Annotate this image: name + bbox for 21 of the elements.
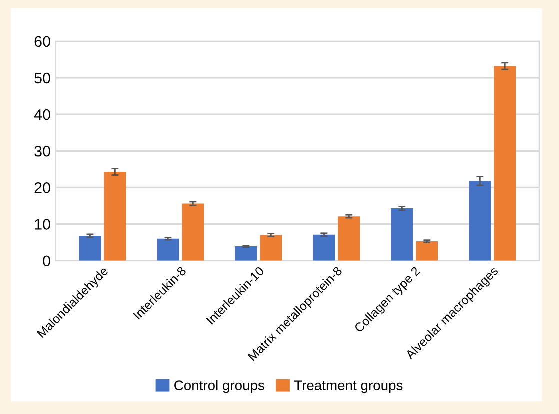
bar xyxy=(494,66,516,261)
y-tick-label: 60 xyxy=(34,36,50,48)
bar xyxy=(157,238,180,261)
bar xyxy=(391,208,414,261)
bar xyxy=(416,241,438,261)
y-tick-label: 20 xyxy=(34,182,50,194)
bar xyxy=(260,235,282,261)
legend-label: Treatment groups xyxy=(294,380,403,394)
y-tick-label: 30 xyxy=(34,146,50,157)
bar xyxy=(182,204,204,261)
y-tick-label: 10 xyxy=(35,219,50,230)
y-tick-label: 50 xyxy=(34,72,50,84)
y-tick-label: 0 xyxy=(43,256,50,267)
bar xyxy=(469,181,492,261)
bar xyxy=(235,246,258,261)
legend-label: Control groups xyxy=(174,380,264,394)
bar xyxy=(313,234,336,261)
bar xyxy=(104,172,126,261)
y-tick-label: 40 xyxy=(34,109,50,120)
bar xyxy=(338,216,360,261)
bar xyxy=(79,236,102,261)
